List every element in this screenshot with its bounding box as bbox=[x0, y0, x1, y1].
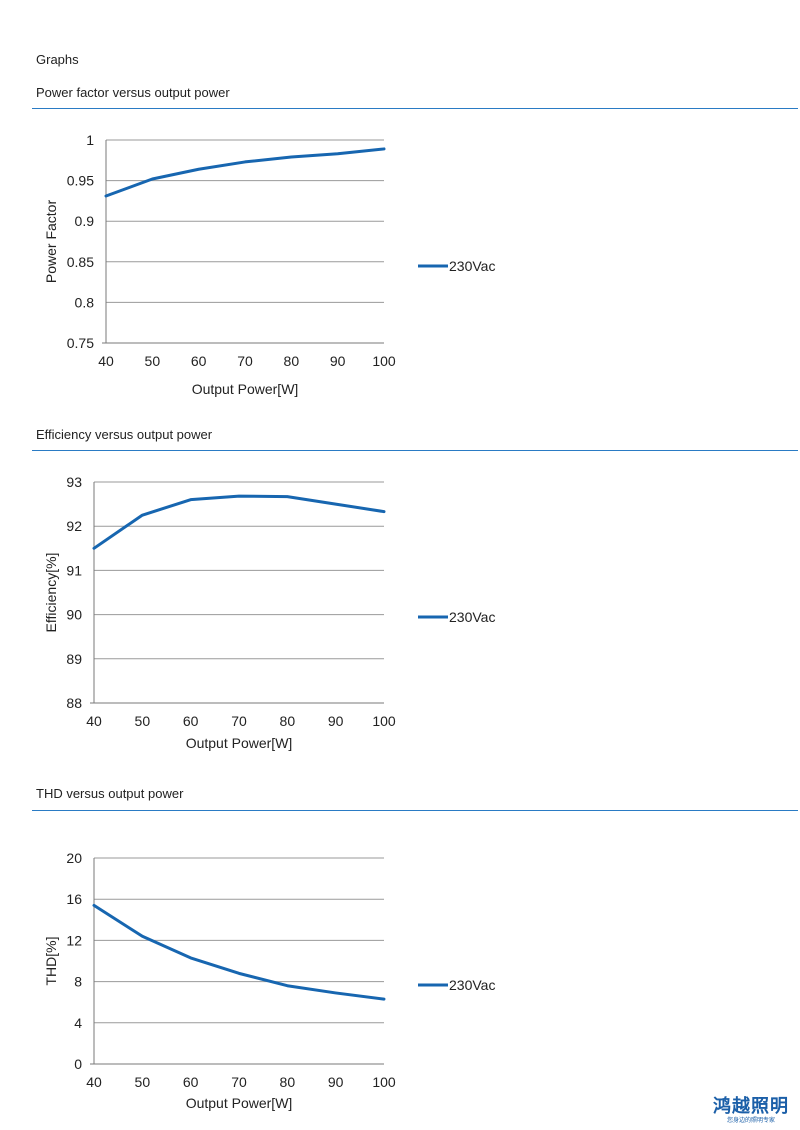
x-axis-title: Output Power[W] bbox=[192, 381, 299, 397]
chart-thd: 0 4 8 12 16 20 40 50 60 70 80 90 100 Output Power[W] T… bbox=[43, 850, 495, 1111]
x-tick-label: 70 bbox=[237, 353, 253, 369]
x-tick-label: 50 bbox=[135, 1074, 151, 1090]
series-line-230vac bbox=[92, 494, 386, 550]
x-tick-label: 80 bbox=[280, 1074, 296, 1090]
section-divider bbox=[32, 810, 798, 811]
y-tick-label: 8 bbox=[74, 974, 82, 990]
x-tick-label: 60 bbox=[183, 1074, 199, 1090]
y-tick-label: 92 bbox=[66, 518, 82, 534]
y-tick-label: 88 bbox=[66, 695, 82, 711]
section-title-power-factor: Power factor versus output power bbox=[36, 85, 230, 100]
y-axis-title: Efficiency[%] bbox=[43, 553, 59, 633]
x-tick-label: 100 bbox=[372, 353, 396, 369]
logo-main-text: 鸿越照明 bbox=[713, 1096, 789, 1117]
x-tick-label: 80 bbox=[284, 353, 300, 369]
x-tick-label: 40 bbox=[86, 1074, 102, 1090]
y-tick-label: 0.8 bbox=[75, 294, 95, 310]
y-tick-label: 93 bbox=[66, 474, 82, 490]
x-tick-label: 70 bbox=[231, 713, 247, 729]
x-tick-label: 100 bbox=[372, 713, 396, 729]
company-logo: 鸿越照明 您身边的照明专家 bbox=[705, 1097, 797, 1125]
section-title-thd: THD versus output power bbox=[36, 786, 184, 801]
section-title-efficiency: Efficiency versus output power bbox=[36, 427, 213, 442]
x-tick-label: 60 bbox=[191, 353, 207, 369]
x-axis-title: Output Power[W] bbox=[186, 1095, 293, 1111]
section-divider bbox=[32, 108, 798, 109]
y-axis-title: Power Factor bbox=[43, 200, 59, 284]
x-tick-label: 100 bbox=[372, 1074, 396, 1090]
y-tick-label: 1 bbox=[86, 132, 94, 148]
x-tick-label: 90 bbox=[330, 353, 346, 369]
chart-efficiency: 88 89 90 91 92 93 40 50 60 70 80 90 100 Output Power[… bbox=[43, 474, 495, 751]
x-axis-title: Output Power[W] bbox=[186, 735, 293, 751]
series-line-230vac bbox=[92, 903, 386, 1001]
y-axis-title: THD[%] bbox=[43, 937, 59, 986]
x-tick-label: 80 bbox=[280, 713, 296, 729]
series-line-230vac bbox=[104, 147, 386, 198]
y-tick-label: 12 bbox=[66, 932, 82, 948]
legend-label: 230Vac bbox=[449, 258, 495, 274]
y-tick-label: 89 bbox=[66, 651, 82, 667]
section-divider bbox=[32, 450, 798, 451]
y-tick-label: 0.9 bbox=[75, 213, 95, 229]
y-tick-label: 16 bbox=[66, 891, 82, 907]
y-tick-label: 0.95 bbox=[67, 173, 94, 189]
legend-label: 230Vac bbox=[449, 977, 495, 993]
legend-label: 230Vac bbox=[449, 609, 495, 625]
x-tick-label: 50 bbox=[145, 353, 161, 369]
y-tick-label: 0 bbox=[74, 1056, 82, 1072]
chart-power-factor: 0.75 0.8 0.85 0.9 0.95 1 40 50 60 70 80 90 100 Output… bbox=[43, 132, 495, 397]
x-tick-label: 60 bbox=[183, 713, 199, 729]
y-tick-label: 90 bbox=[66, 607, 82, 623]
y-tick-label: 0.75 bbox=[67, 335, 94, 351]
x-tick-label: 40 bbox=[98, 353, 114, 369]
y-tick-label: 91 bbox=[66, 562, 82, 578]
logo-tagline: 您身边的照明专家 bbox=[726, 1117, 775, 1124]
y-tick-label: 20 bbox=[66, 850, 82, 866]
x-tick-label: 70 bbox=[231, 1074, 247, 1090]
x-tick-label: 90 bbox=[328, 713, 344, 729]
page-heading: Graphs bbox=[36, 52, 79, 67]
x-tick-label: 50 bbox=[135, 713, 151, 729]
x-tick-label: 40 bbox=[86, 713, 102, 729]
x-tick-label: 90 bbox=[328, 1074, 344, 1090]
y-tick-label: 0.85 bbox=[67, 254, 94, 270]
y-tick-label: 4 bbox=[74, 1015, 82, 1031]
